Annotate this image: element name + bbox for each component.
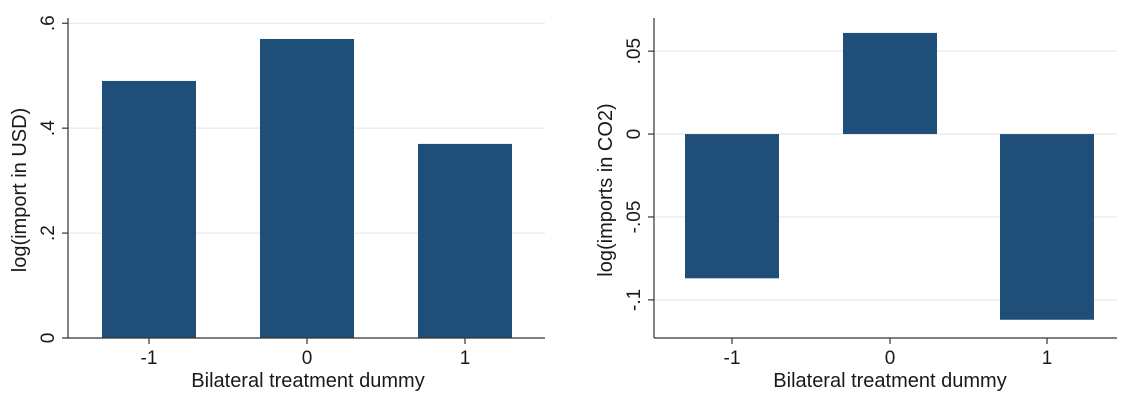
y-tick-label: 0	[624, 129, 645, 140]
x-tick-label: 1	[460, 348, 471, 369]
x-tick-label: 1	[1042, 348, 1053, 369]
y-tick-label: .6	[38, 15, 59, 31]
y-tick-label: .2	[38, 225, 59, 241]
y-axis-ticks: -.1 -.05 0 .05	[624, 38, 654, 311]
x-tick-label: -1	[141, 348, 158, 369]
bar	[1000, 134, 1094, 320]
y-tick-label: -.1	[624, 289, 645, 311]
chart-panel-usd: 0 .2 .4 .6 -1 0 1 Bilateral treatment dummy l…	[9, 15, 545, 392]
y-tick-label: .05	[624, 38, 645, 64]
bar	[102, 80, 196, 339]
x-axis-ticks: -1 0 1	[141, 338, 471, 369]
bar	[260, 38, 354, 338]
y-tick-label: .4	[38, 120, 59, 136]
x-axis-label: Bilateral treatment dummy	[191, 370, 424, 392]
x-axis-label: Bilateral treatment dummy	[773, 370, 1006, 392]
bar	[418, 143, 512, 338]
y-tick-label: 0	[38, 333, 59, 344]
y-axis-label: log(imports in CO2)	[595, 103, 617, 276]
bar	[685, 134, 779, 279]
y-axis-label: log(import in USD)	[9, 108, 31, 272]
y-tick-label: -.05	[624, 201, 645, 234]
bar	[843, 32, 937, 135]
x-tick-label: 0	[885, 348, 896, 369]
y-axis-ticks: 0 .2 .4 .6	[38, 15, 68, 343]
chart-panel-co2: -.1 -.05 0 .05 -1 0 1 Bilateral treatment dum…	[595, 18, 1117, 392]
x-axis-ticks: -1 0 1	[724, 338, 1053, 369]
x-tick-label: 0	[302, 348, 313, 369]
x-tick-label: -1	[724, 348, 741, 369]
bar-series	[102, 38, 512, 339]
bar-series	[685, 32, 1094, 320]
